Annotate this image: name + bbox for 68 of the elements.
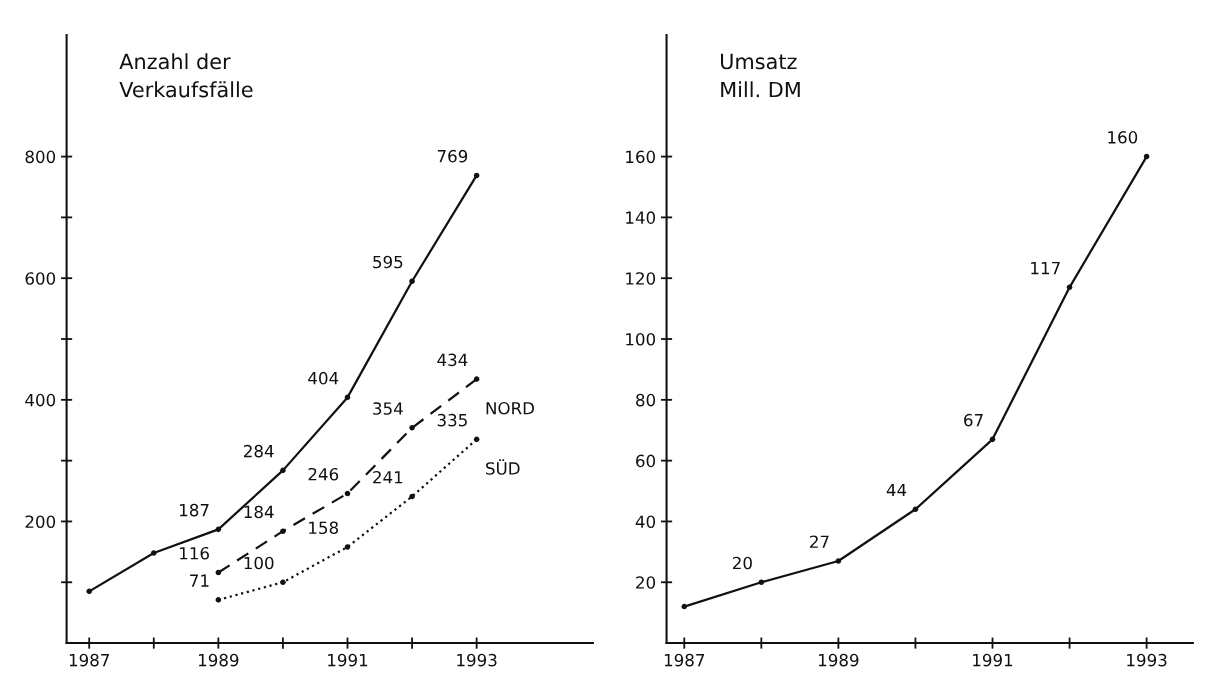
x-tick-label: 1989 [198,653,239,667]
data-label: 158 [309,521,339,535]
y-tick-label: 100 [626,332,656,346]
data-label: 434 [437,353,468,367]
data-label: 241 [373,470,403,484]
point [409,493,415,500]
y-tick-label: 600 [25,272,56,285]
y-tick-label: 80 [636,393,656,407]
y-tick-label: 60 [636,454,656,468]
data-label: 404 [308,371,339,385]
x-tick-label: 1987 [69,653,109,667]
point [280,467,286,474]
data-label: 769 [437,149,468,163]
data-label: 100 [244,556,274,570]
x-tick-label: 1993 [457,653,497,667]
data-label: 184 [244,505,274,519]
point [280,528,286,534]
point [473,436,480,443]
point [758,579,765,586]
point [1066,284,1073,291]
data-label: 20 [733,556,752,570]
x-tick-label: 1989 [819,653,859,667]
point [912,506,919,513]
data-label: 160 [1108,131,1138,144]
data-label: 354 [373,402,403,415]
point [151,550,157,556]
point [86,588,92,595]
y-tick-label: 200 [25,515,56,529]
point [1143,153,1150,160]
y-tick-label: 40 [635,515,656,529]
y-axis-title: Anzahl der Verkaufsfälle [119,53,253,98]
point [989,436,996,443]
point [344,544,351,550]
x-tick-label: 1987 [664,653,705,667]
point [473,376,480,382]
point [344,394,351,401]
series-label: NORD [486,401,534,415]
data-label: 71 [190,574,209,587]
data-label: 44 [886,483,907,497]
data-label: 117 [1031,261,1060,275]
point [215,569,222,576]
data-label: 284 [244,444,274,458]
data-label: 116 [180,546,209,560]
data-label: 27 [810,535,829,548]
data-label: 187 [180,503,209,517]
data-label: 335 [437,413,467,427]
y-axis-title: Umsatz Mill. DM [721,53,800,98]
data-label: 246 [308,467,339,481]
x-tick-label: 1991 [973,653,1013,667]
point [215,597,222,603]
y-tick-label: 20 [636,576,656,589]
point [215,526,222,533]
point [473,172,480,179]
point [409,425,415,431]
series-label: SÜD [486,459,520,475]
x-tick-label: 1993 [1127,653,1167,667]
data-label: 595 [373,255,403,269]
point [681,603,688,610]
x-tick-label: 1991 [328,653,368,667]
y-tick-label: 120 [626,272,656,285]
y-tick-label: 800 [25,150,56,164]
point [409,278,415,285]
y-tick-label: 140 [626,211,656,224]
point [280,579,286,586]
y-tick-label: 160 [626,150,656,164]
data-label: 67 [964,413,983,427]
y-tick-label: 400 [25,393,56,407]
point [835,558,842,564]
